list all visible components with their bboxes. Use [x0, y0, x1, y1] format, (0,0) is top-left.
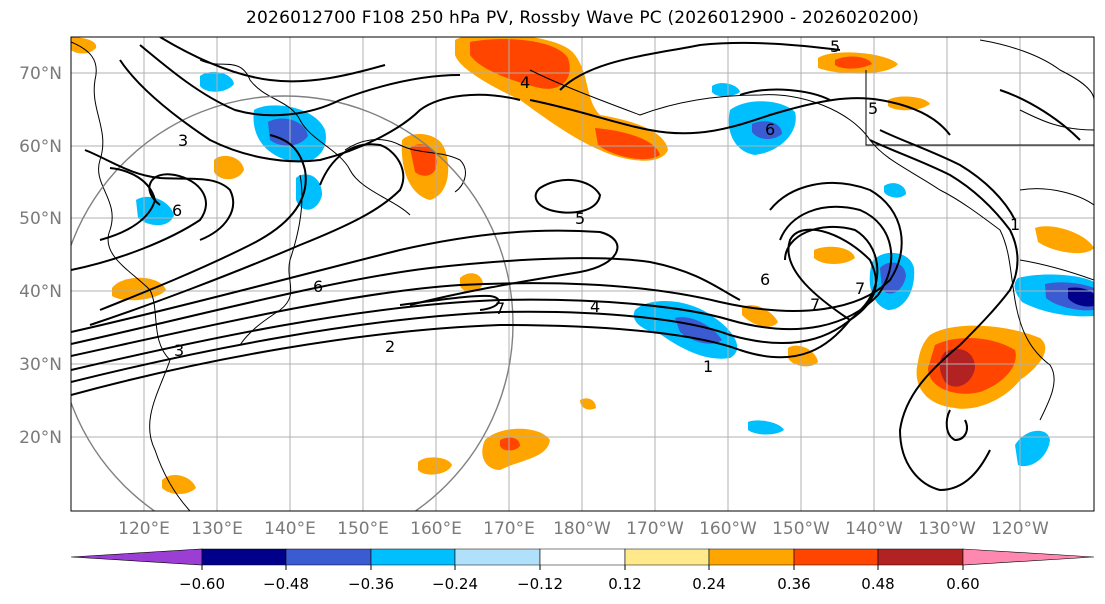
contour-label: 1	[703, 357, 713, 376]
contour-label: 6	[765, 120, 775, 139]
anomaly-positive-small-e	[460, 273, 483, 292]
map-border	[70, 36, 1095, 512]
lat-label: 20°N	[19, 428, 62, 448]
anomaly-negative-alaska-core	[752, 121, 782, 140]
colorbar-segment	[793, 548, 879, 566]
anomaly-negative-small-a	[748, 420, 784, 435]
contour-label: 5	[575, 209, 585, 228]
colorbar-segment	[370, 548, 456, 566]
contour-label: 6	[313, 277, 323, 296]
coastlines	[71, 39, 1094, 511]
colorbar-label: 0.36	[777, 575, 810, 593]
anomaly-positive-gulf-alaska-core	[595, 128, 660, 160]
lon-label: 170°E	[483, 519, 535, 539]
lon-label: 130°W	[918, 519, 976, 539]
lon-label: 170°W	[626, 519, 684, 539]
anomaly-positive-small-b	[162, 474, 196, 494]
map-title: 2026012700 F108 250 hPa PV, Rossby Wave …	[246, 8, 919, 28]
lon-label: 140°E	[264, 519, 316, 539]
anomaly-positive-small-j	[888, 96, 930, 111]
contour-label: 7	[495, 299, 505, 318]
colorbar-segment	[201, 548, 287, 566]
contour-label: 4	[520, 73, 530, 92]
colorbar-label: 0.60	[946, 575, 979, 593]
lat-label: 50°N	[19, 209, 62, 229]
colorbar-label: 0.12	[608, 575, 641, 593]
colorbar-label: −0.36	[348, 575, 394, 593]
colorbar-segment	[70, 548, 203, 566]
colorbar-segment	[454, 548, 541, 566]
lon-label: 160°E	[410, 519, 462, 539]
lon-label: 120°W	[991, 519, 1049, 539]
contour-label: 3	[174, 341, 184, 360]
colorbar-label: 0.24	[692, 575, 725, 593]
colorbar-label: −0.48	[263, 575, 309, 593]
latitude-labels: 70°N 60°N 50°N 40°N 30°N 20°N	[19, 64, 62, 448]
colorbar-label: −0.24	[432, 575, 478, 593]
lon-label: 120°E	[118, 519, 170, 539]
lon-label: 150°E	[337, 519, 389, 539]
lon-label: 160°W	[699, 519, 757, 539]
colorbar-segment	[539, 548, 626, 566]
anomaly-negative-east-low-core	[880, 262, 906, 294]
anomaly-negative-small-c	[884, 183, 906, 198]
lat-label: 40°N	[19, 282, 62, 302]
anomaly-positive-small-i-core	[835, 56, 872, 69]
colorbar-ticks	[201, 565, 964, 570]
colorbar-segment	[877, 548, 964, 566]
contour-labels: 3 6 4 5 6 5 3 6 7 2 7 4 6 7 1 1 5	[172, 37, 1020, 376]
anomaly-positive-aleutian-north-core	[470, 39, 570, 89]
contour-label: 7	[855, 279, 865, 298]
anomaly-positive-small-k	[1035, 226, 1094, 254]
anomaly-negative-sakhalin	[296, 174, 322, 210]
anomaly-positive-small-l	[580, 398, 596, 410]
colorbar: −0.60 −0.48 −0.36 −0.24 −0.12 0.12 0.24 …	[70, 548, 1095, 593]
anomaly-negative-west-conus-peak	[1068, 287, 1094, 307]
contour-label: 1	[1010, 215, 1020, 234]
lat-label: 70°N	[19, 64, 62, 84]
lon-label: 140°W	[845, 519, 903, 539]
contour-label: 4	[590, 297, 600, 316]
shaded-anomalies	[71, 37, 1094, 494]
contour-label: 2	[385, 337, 395, 356]
anomaly-negative-subtropic	[1015, 430, 1050, 467]
anomaly-positive-small-a	[418, 457, 452, 475]
colorbar-segment	[708, 548, 795, 566]
longitude-labels: 120°E 130°E 140°E 150°E 160°E 170°E 180°…	[118, 519, 1049, 539]
anomaly-positive-small-h	[814, 246, 855, 264]
lat-label: 60°N	[19, 137, 62, 157]
colorbar-segment	[962, 548, 1095, 566]
anomaly-negative-okhotsk-core	[268, 118, 308, 146]
anomaly-positive-small-c	[112, 277, 166, 301]
range-circle	[71, 95, 514, 511]
colorbar-segment	[285, 548, 372, 566]
colorbar-segment	[624, 548, 710, 566]
colorbar-segments	[70, 548, 1095, 566]
lon-label: 130°E	[191, 519, 243, 539]
contour-label: 7	[810, 295, 820, 314]
colorbar-label: 0.48	[861, 575, 894, 593]
anomaly-negative-small-b	[712, 83, 740, 97]
lat-label: 30°N	[19, 355, 62, 375]
contour-label: 3	[178, 131, 188, 150]
anomaly-positive-small-d	[214, 155, 244, 180]
lon-label: 180°W	[553, 519, 611, 539]
contour-label: 6	[760, 270, 770, 289]
contour-label: 6	[172, 201, 182, 220]
anomaly-positive-small-f	[742, 305, 778, 327]
anomaly-positive-small-m	[71, 37, 97, 54]
colorbar-label: −0.12	[517, 575, 563, 593]
anomaly-positive-east-pacific-peak	[939, 348, 975, 387]
pv-contours	[71, 37, 1081, 492]
contour-label: 5	[868, 99, 878, 118]
anomaly-positive-tropical-west	[482, 428, 550, 470]
contour-label: 5	[830, 37, 840, 56]
colorbar-label: −0.60	[179, 575, 225, 593]
lon-label: 150°W	[772, 519, 830, 539]
anomaly-positive-tropical-west-core	[500, 437, 520, 451]
